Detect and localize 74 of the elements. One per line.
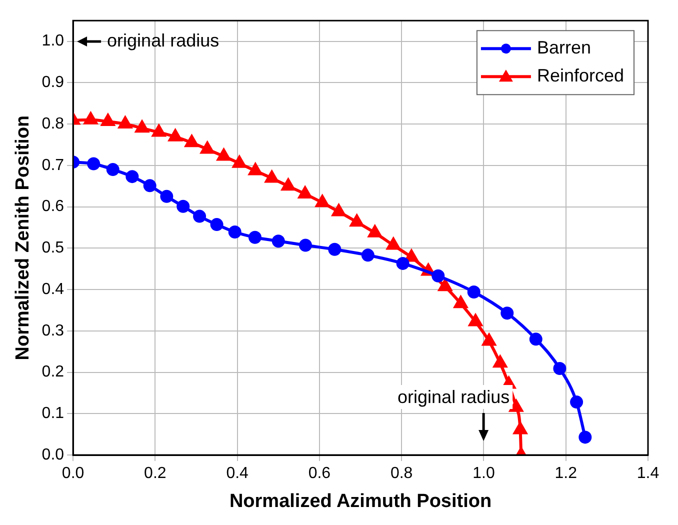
x-axis-title: Normalized Azimuth Position [229,490,492,512]
y-tick-label: 0.0 [42,446,64,464]
point [168,129,182,142]
y-tick-label: 0.4 [42,280,64,298]
point [87,157,100,170]
point [509,400,523,412]
x-tick-label: 0.4 [226,465,249,482]
point [143,179,156,192]
point [248,163,262,176]
point [101,114,115,126]
legend-label: Reinforced [536,66,624,86]
y-tick-label: 0.7 [42,156,64,174]
point [200,142,214,154]
point [126,170,139,184]
point [160,190,174,203]
y-tick-label: 0.6 [42,198,64,216]
y-tick-label: 1.0 [42,32,64,50]
x-tick-label: 1.2 [554,465,578,482]
point [265,170,279,183]
point [500,306,514,320]
y-axis-title: Normalized Zenith Position [12,115,34,360]
point [193,210,206,223]
point [118,116,132,129]
point [529,332,542,346]
y-tick-label: 0.9 [42,74,64,92]
x-tick-label: 0.0 [62,465,84,482]
y-tick-label: 0.5 [42,240,64,257]
point [106,163,120,176]
point [298,238,312,252]
point [514,422,527,434]
point [185,135,198,148]
point [282,178,295,191]
point [272,234,285,248]
point [361,248,374,262]
point [298,186,312,198]
point [454,296,468,308]
point [570,396,584,409]
point [404,250,418,262]
point [467,285,480,298]
point [176,200,190,213]
point [438,279,452,292]
point [228,226,242,239]
annotation: original radius [107,30,220,50]
point [152,124,166,137]
point [482,334,496,346]
x-tick-label: 1.4 [636,465,660,482]
point [135,120,149,133]
x-tick-label: 0.6 [308,465,331,482]
point [248,230,262,244]
point [396,256,410,270]
point [232,156,246,168]
point [328,242,342,256]
point [386,238,400,250]
point [316,195,330,208]
y-tick-label: 0.1 [42,405,64,422]
y-tick-label: 0.8 [42,115,64,132]
annotation: original radius [398,386,510,407]
y-tick-label: 0.2 [42,364,64,381]
point [368,225,382,238]
point [332,204,346,216]
y-tick-label: 0.3 [42,322,64,340]
point [210,218,224,232]
point [578,430,592,444]
point [217,148,230,161]
legend-label: Barren [536,38,591,58]
point [432,269,445,282]
x-tick-label: 0.2 [144,465,166,482]
point [493,356,507,368]
point [553,362,566,376]
point [468,314,482,326]
x-tick-label: 1.0 [472,465,495,482]
x-tick-label: 0.8 [390,465,413,482]
point [350,214,364,227]
point [84,112,98,124]
